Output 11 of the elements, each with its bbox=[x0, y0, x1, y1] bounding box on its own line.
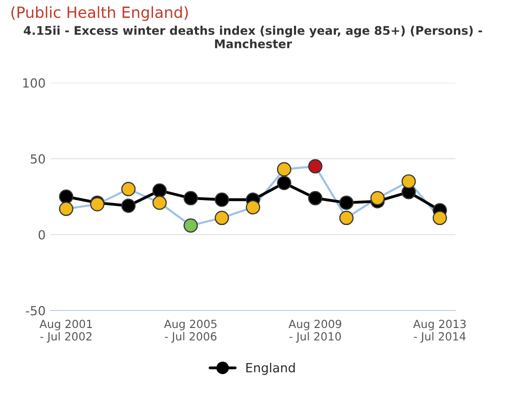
y-tick-label: -50 bbox=[26, 306, 45, 316]
x-tick-label: Aug 2001 - Jul 2002 bbox=[40, 320, 92, 343]
legend-label: England bbox=[246, 362, 295, 375]
x-tick-label: Aug 2005 - Jul 2006 bbox=[164, 320, 217, 343]
x-tick-label: Aug 2009 - Jul 2010 bbox=[288, 320, 342, 343]
y-tick-label: 100 bbox=[23, 78, 45, 88]
x-tick-label: Aug 2013 - Jul 2014 bbox=[413, 320, 466, 343]
y-tick-label: 0 bbox=[38, 230, 45, 240]
y-tick-label: 50 bbox=[30, 154, 45, 164]
text: (Public Health England) bbox=[11, 6, 188, 21]
chart-title: 4.15ii - Excess winter deaths index (single year, age 85+) (Persons) - Manchester bbox=[24, 26, 482, 48]
